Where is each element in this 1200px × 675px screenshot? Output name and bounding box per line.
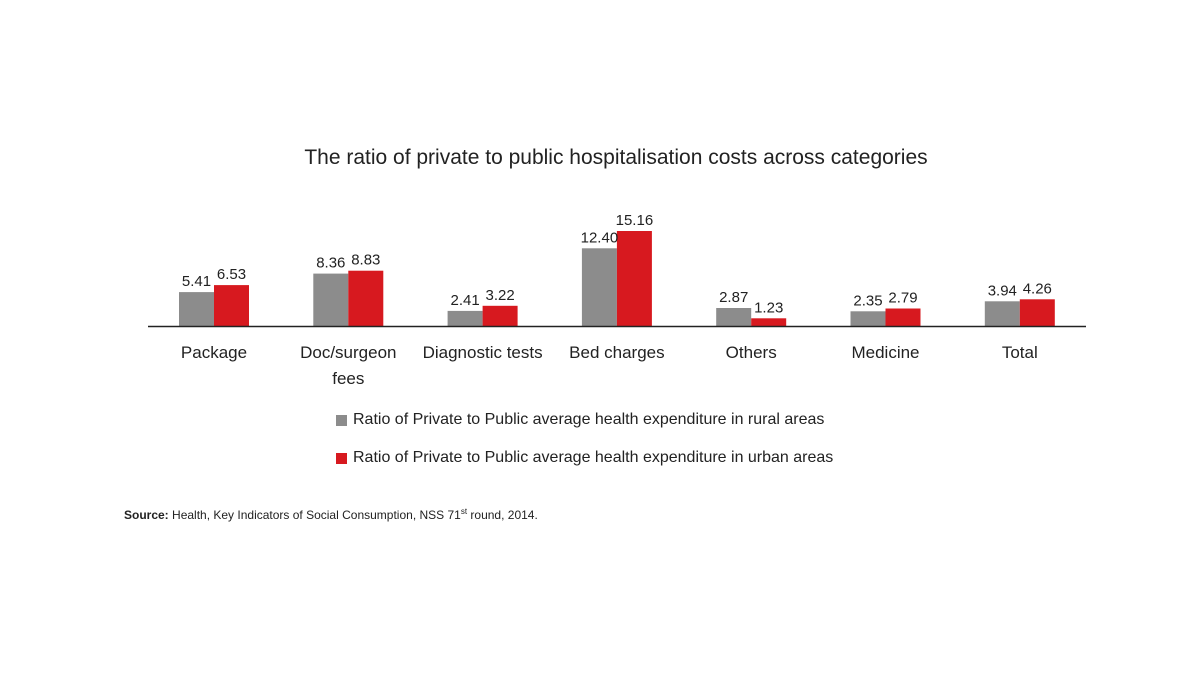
bar-rural-medicine <box>850 311 886 326</box>
value-label-rural-bed-charges: 12.40 <box>581 229 619 246</box>
category-label-package: Package <box>181 343 247 362</box>
bar-rural-doc-surgeon-fees <box>313 273 349 326</box>
legend-label-urban: Ratio of Private to Public average healt… <box>353 449 834 466</box>
bar-urban-others <box>751 318 787 326</box>
value-label-urban-package: 6.53 <box>217 266 246 283</box>
chart-title: The ratio of private to public hospitali… <box>304 146 928 169</box>
value-label-rural-total: 3.94 <box>988 282 1017 299</box>
bar-urban-medicine <box>885 308 921 326</box>
value-label-rural-diagnostic-tests: 2.41 <box>450 292 479 309</box>
bar-rural-total <box>984 301 1020 326</box>
value-label-urban-doc-surgeon-fees: 8.83 <box>351 252 380 269</box>
value-label-urban-diagnostic-tests: 3.22 <box>485 287 514 304</box>
legend-swatch-rural <box>336 414 347 426</box>
bar-urban-total <box>1019 299 1055 326</box>
value-label-urban-medicine: 2.79 <box>888 290 917 307</box>
value-label-urban-others: 1.23 <box>754 299 783 316</box>
legend-item-urban: Ratio of Private to Public average healt… <box>336 449 833 467</box>
bar-urban-package <box>214 285 249 326</box>
category-label-others: Others <box>726 343 777 362</box>
value-label-urban-bed-charges: 15.16 <box>616 212 654 229</box>
category-label-doc-surgeon-fees: Doc/surgeon fees <box>300 343 396 388</box>
category-labels-layer: Package Doc/surgeon fees Diagnostic tests Be… <box>181 343 1038 388</box>
bar-rural-diagnostic-tests <box>447 310 483 326</box>
bar-rural-bed-charges <box>581 248 617 326</box>
bar-rural-package <box>179 292 214 326</box>
value-label-urban-total: 4.26 <box>1023 280 1052 297</box>
value-label-rural-package: 5.41 <box>182 273 211 290</box>
bar-urban-diagnostic-tests <box>482 305 518 326</box>
value-label-rural-medicine: 2.35 <box>853 292 882 309</box>
source-text: Health, Key Indicators of Social Consump… <box>168 508 461 522</box>
source-text-end: round, 2014. <box>467 508 538 522</box>
category-label-bed-charges: Bed charges <box>569 343 664 362</box>
bars-layer <box>179 231 1055 326</box>
source-note: Source: Health, Key Indicators of Social… <box>124 507 538 522</box>
legend-swatch-urban <box>336 452 347 464</box>
source-label: Source: <box>124 508 169 522</box>
category-label-total: Total <box>1002 343 1038 362</box>
category-label-diagnostic-tests: Diagnostic tests <box>423 343 543 362</box>
legend-label-rural: Ratio of Private to Public average healt… <box>353 411 825 428</box>
category-label-medicine: Medicine <box>851 343 919 362</box>
value-label-rural-doc-surgeon-fees: 8.36 <box>316 255 345 272</box>
bar-urban-doc-surgeon-fees <box>348 270 384 326</box>
source-superscript: st <box>460 507 468 516</box>
value-label-rural-others: 2.87 <box>719 289 748 306</box>
legend-item-rural: Ratio of Private to Public average healt… <box>336 411 824 429</box>
bar-rural-others <box>716 308 752 326</box>
bar-urban-bed-charges <box>616 231 652 326</box>
